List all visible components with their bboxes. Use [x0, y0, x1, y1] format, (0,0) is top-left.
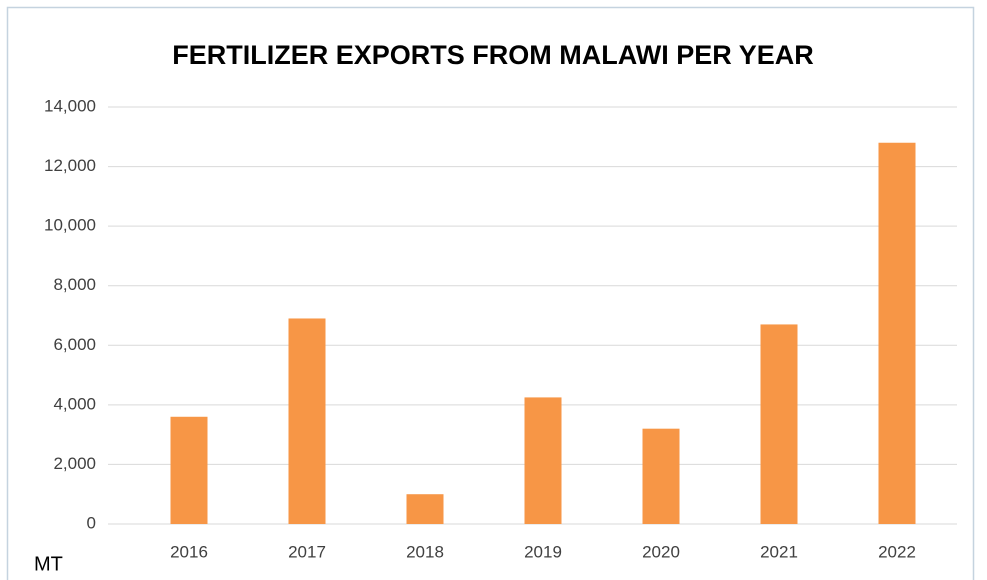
bar	[760, 324, 798, 524]
y-tick-label: 2,000	[53, 454, 96, 473]
x-tick-label: 2019	[524, 542, 562, 561]
y-tick-label: 8,000	[53, 275, 96, 294]
bar	[878, 142, 916, 524]
chart-title: FERTILIZER EXPORTS FROM MALAWI PER YEAR	[172, 40, 814, 70]
bar	[288, 318, 326, 524]
x-tick-label: 2016	[170, 542, 208, 561]
y-tick-label: 12,000	[44, 156, 96, 175]
x-tick-label: 2022	[878, 542, 916, 561]
bar	[524, 397, 562, 524]
y-tick-label: 0	[87, 513, 96, 532]
y-tick-label: 14,000	[44, 96, 96, 115]
x-tick-label: 2020	[642, 542, 680, 561]
bar	[170, 416, 208, 524]
y-tick-label: 6,000	[53, 335, 96, 354]
bar	[642, 428, 680, 524]
y-tick-label: 4,000	[53, 394, 96, 413]
y-tick-label: 10,000	[44, 216, 96, 235]
x-tick-label: 2017	[288, 542, 326, 561]
x-tick-label: 2018	[406, 542, 444, 561]
y-axis-label: MT	[34, 553, 63, 575]
x-tick-label: 2021	[760, 542, 798, 561]
chart-frame	[6, 6, 975, 580]
bar	[406, 494, 444, 524]
